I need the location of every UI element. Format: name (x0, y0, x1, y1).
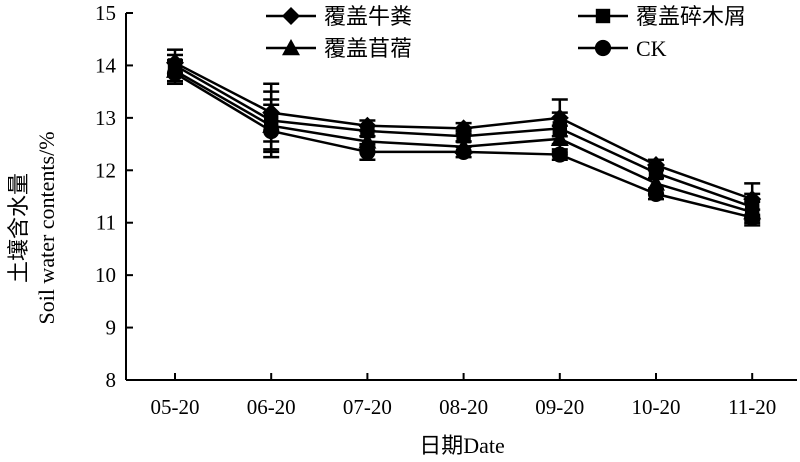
y-tick-label: 13 (95, 106, 116, 130)
data-point (166, 65, 184, 82)
legend-label: CK (636, 36, 667, 61)
legend-item: CK (578, 36, 667, 61)
data-point (456, 129, 471, 144)
y-axis-title-cn: 土壤含水量 (6, 173, 31, 283)
series-2 (167, 53, 761, 222)
x-tick-label: 07-20 (343, 395, 392, 419)
y-title-group: 土壤含水量 Soil water contents/% (6, 131, 59, 324)
legend-label: 覆盖苜蓿 (324, 36, 412, 61)
y-tick-label: 12 (95, 158, 116, 182)
legend-item: 覆盖碎木屑 (578, 4, 746, 29)
y-tick-label: 11 (96, 211, 116, 235)
y-tick-label: 10 (95, 263, 116, 287)
legend-marker (282, 39, 300, 56)
legend-marker (595, 8, 611, 24)
data-point (263, 122, 280, 140)
x-tick-label: 09-20 (535, 395, 584, 419)
series-layer (166, 48, 762, 227)
y-tick-label: 9 (106, 316, 117, 340)
data-point (647, 185, 665, 202)
x-tick-label: 10-20 (632, 395, 681, 419)
x-tick-label: 08-20 (439, 395, 488, 419)
legend-marker (282, 7, 300, 25)
series-4 (166, 61, 761, 227)
x-axis-title: 日期Date (419, 433, 505, 458)
legend-item: 覆盖牛粪 (266, 4, 412, 29)
x-tick-label: 05-20 (151, 395, 200, 419)
x-tick-label: 11-20 (728, 395, 776, 419)
data-point (744, 209, 761, 226)
y-tick-label: 14 (95, 53, 117, 77)
data-point (359, 143, 376, 161)
data-point (551, 146, 568, 163)
data-point (455, 143, 472, 161)
legend-label: 覆盖碎木屑 (636, 4, 746, 29)
legend-item: 覆盖苜蓿 (266, 36, 412, 61)
y-axis-title: 土壤含水量 Soil water contents/% (6, 131, 59, 324)
y-tick-label: 8 (106, 368, 117, 392)
y-axis-title-en: Soil water contents/% (34, 131, 59, 324)
y-tick-label: 15 (95, 1, 116, 25)
axes: 8 9 10 11 12 13 14 15 05-20 06-20 07-20 08-20 09-20 1… (95, 1, 797, 419)
legend-label: 覆盖牛粪 (324, 4, 412, 29)
legend-marker (594, 39, 612, 57)
data-point (647, 174, 665, 191)
data-point (648, 165, 664, 181)
data-point (360, 123, 375, 139)
x-tick-label: 06-20 (247, 395, 296, 419)
data-point (550, 129, 569, 147)
